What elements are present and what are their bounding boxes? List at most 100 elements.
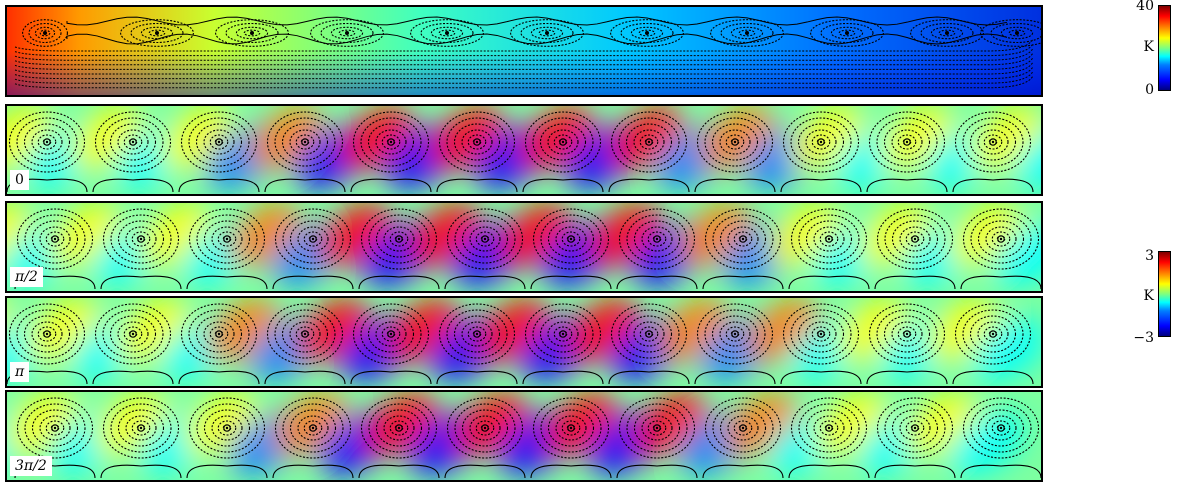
streamline [148,29,166,37]
streamline [453,123,501,161]
vortex-center [645,31,649,35]
vortex-center [389,332,393,336]
streamline [196,214,258,264]
streamline [532,309,594,359]
vortex-ring [215,330,223,338]
streamline [188,397,266,459]
streamline [297,226,329,252]
perturbation-panel-phase-0: 0 [5,104,1043,196]
streamline [962,309,1024,359]
vortex-ring [223,424,231,432]
streamline [45,420,65,436]
cold-region [1014,125,1041,191]
streamline [186,275,268,290]
streamline [704,208,782,270]
streamline [102,208,180,270]
streamline [125,415,157,441]
streamline [930,26,964,40]
streamline [123,134,143,150]
vortex-center [999,237,1003,241]
streamline [125,226,157,252]
vortex-ring [473,138,481,146]
temperature-blobs [7,203,1041,288]
streamline [805,321,837,347]
streamline [991,231,1011,247]
streamline [102,397,180,459]
streamline [266,111,344,173]
streamline [110,403,172,453]
vortex-center [647,140,651,144]
vortex-ring [129,138,137,146]
streamline [281,123,329,161]
streamline [962,117,1024,167]
streamline [608,370,690,385]
streamline [625,123,673,161]
streamline [438,29,456,37]
vortex-ring [567,235,575,243]
vortex-ring [645,138,653,146]
streamline [475,231,495,247]
vortex-ring [129,330,137,338]
streamline [810,19,884,47]
streamline [905,420,925,436]
streamline [117,129,149,155]
vortex-ring [825,424,833,432]
streamline [461,129,493,155]
vortex-center [43,31,47,35]
streamline [725,134,745,150]
streamline [444,275,526,290]
vortex-center [45,332,49,336]
vortex-ring [653,424,661,432]
vortex-center [819,140,823,144]
streamline [266,303,344,365]
streamline [618,397,696,459]
streamline [874,464,956,479]
streamline [102,117,164,167]
streamline [876,309,938,359]
streamline [633,220,681,258]
streamline [819,420,839,436]
vortex-ring [395,424,403,432]
streamline [281,315,329,353]
streamline [274,309,336,359]
streamline [719,321,751,347]
streamline [303,420,323,436]
streamline [289,409,337,447]
vortex-center [655,237,659,241]
streamline [694,370,776,385]
streamline [780,370,862,385]
streamline [358,464,440,479]
base-flow-colorbar [1158,5,1171,91]
streamline [120,19,194,47]
vortex-ring [559,330,567,338]
streamline [188,117,250,167]
streamline [100,464,182,479]
streamline [811,326,831,342]
vortex-center [155,31,159,35]
colorbar-min-label: 0 [1145,82,1154,98]
streamline [188,208,266,270]
streamline [990,22,1041,44]
streamline [16,397,94,459]
vortex-ring [739,235,747,243]
vortex-ring [51,235,59,243]
streamline [547,129,579,155]
vortex-center [397,237,401,241]
vortex-ring [731,330,739,338]
streamline [282,403,344,453]
streamline [350,370,432,385]
streamline [618,117,680,167]
streamline [797,315,845,353]
streamline [436,370,518,385]
streamline [524,303,602,365]
streamline [524,111,602,173]
streamline [178,178,260,193]
streamline [788,464,870,479]
streamline [295,134,315,150]
streamline [819,231,839,247]
vortex-center [139,426,143,430]
perturbation-panel-phase-pi: π [5,296,1043,388]
streamline [694,178,776,193]
streamline [790,309,852,359]
streamline [225,22,279,44]
